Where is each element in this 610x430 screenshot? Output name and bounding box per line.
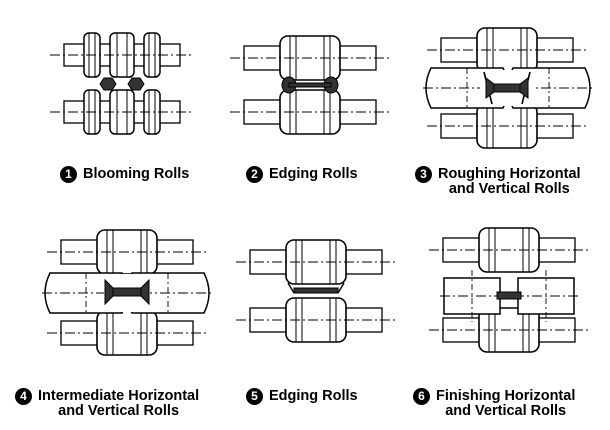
caption-label-line2: and Vertical Rolls xyxy=(445,403,567,419)
workpiece-pair xyxy=(99,77,145,91)
figure-5-edging-rolls xyxy=(235,239,397,343)
caption-label-line2: and Vertical Rolls xyxy=(58,403,180,419)
number-badge: 3 xyxy=(415,166,432,183)
caption-label: Finishing Horizontal xyxy=(436,388,576,404)
number-badge: 6 xyxy=(413,388,430,405)
figure-1-blooming-rolls xyxy=(49,32,195,135)
number-badge: 1 xyxy=(60,166,77,183)
number-badge: 4 xyxy=(15,388,32,405)
caption-figure-6: 6 Finishing Horizontal and Vertical Roll… xyxy=(413,388,576,419)
caption-figure-5: 5 Edging Rolls xyxy=(246,388,358,405)
caption-figure-1: 1 Blooming Rolls xyxy=(60,166,190,183)
caption-label: Intermediate Horizontal xyxy=(38,388,200,404)
caption-figure-4: 4 Intermediate Horizontal and Vertical R… xyxy=(15,388,200,419)
number-badge: 5 xyxy=(246,388,263,405)
workpiece xyxy=(293,287,339,294)
figure-6-finishing-rolls xyxy=(428,227,590,353)
figure-2-edging-rolls xyxy=(229,35,391,135)
vertical-roll-left xyxy=(440,270,504,322)
vertical-roll-right xyxy=(514,270,578,322)
caption-label: Edging Rolls xyxy=(269,388,358,404)
caption-label: Edging Rolls xyxy=(269,166,358,182)
figure-4-intermediate-rolls xyxy=(41,229,213,356)
caption-label: Blooming Rolls xyxy=(83,166,190,182)
figure-3-roughing-rolls xyxy=(422,27,594,149)
workpiece xyxy=(281,76,339,94)
caption-figure-2: 2 Edging Rolls xyxy=(246,166,358,183)
caption-figure-3: 3 Roughing Horizontal and Vertical Rolls xyxy=(415,166,581,197)
workpiece xyxy=(496,291,522,300)
workpiece xyxy=(485,77,529,99)
caption-label: Roughing Horizontal xyxy=(438,166,581,182)
caption-label-line2: and Vertical Rolls xyxy=(448,181,570,197)
workpiece xyxy=(104,278,150,306)
number-badge: 2 xyxy=(246,166,263,183)
